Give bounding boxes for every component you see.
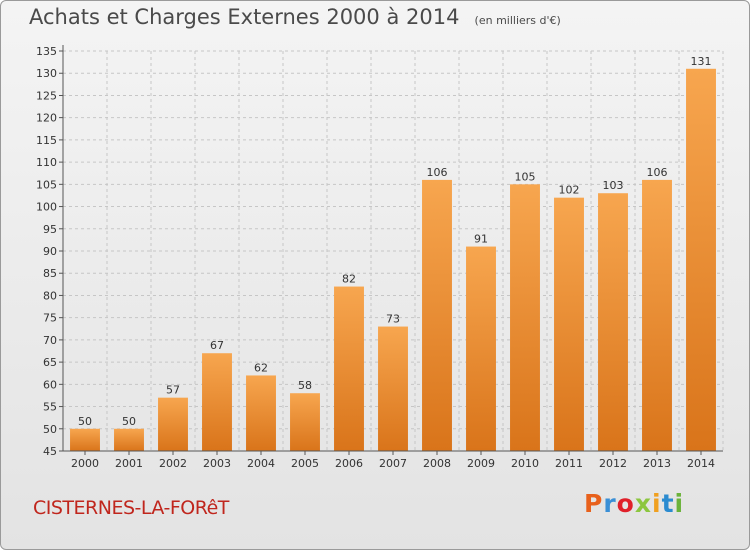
title-line: Achats et Charges Externes 2000 à 2014 (…: [29, 5, 561, 29]
chart-unit: (en milliers d'€): [474, 14, 561, 27]
logo-letter: o: [616, 489, 635, 518]
y-tick-label: 85: [43, 267, 57, 280]
axes: 45 50 55 60 65 70 75 80 85 90 95 100 105 110 115 120 125…: [36, 45, 723, 470]
commune-name: CISTERNES-LA-FORêT: [33, 497, 229, 519]
proxiti-logo: Proxiti: [584, 489, 684, 518]
chart-title: Achats et Charges Externes 2000 à 2014: [29, 5, 460, 29]
bar: [114, 428, 144, 451]
logo-letter: r: [603, 489, 617, 518]
bar-value-label: 105: [515, 170, 536, 183]
bar: [422, 179, 452, 451]
x-tick-label: 2000: [71, 457, 99, 470]
x-tick-label: 2014: [687, 457, 715, 470]
y-tick-label: 130: [36, 67, 57, 80]
y-tick-label: 115: [36, 134, 57, 147]
bar: [510, 184, 540, 452]
y-tick-label: 75: [43, 312, 57, 325]
bar: [598, 193, 628, 451]
y-tick-label: 50: [43, 423, 57, 436]
x-tick-label: 2003: [203, 457, 231, 470]
y-tick-label: 135: [36, 45, 57, 58]
y-tick-label: 60: [43, 378, 57, 391]
bar-value-label: 73: [386, 313, 400, 326]
x-tick-label: 2005: [291, 457, 319, 470]
logo-letter: P: [584, 489, 604, 518]
x-tick-label: 2006: [335, 457, 363, 470]
x-tick-label: 2013: [643, 457, 671, 470]
y-tick-label: 100: [36, 201, 57, 214]
bar: [158, 397, 188, 451]
bar-value-label: 91: [474, 233, 488, 246]
bar-value-label: 58: [298, 379, 312, 392]
bar: [686, 68, 716, 452]
bar: [290, 393, 320, 451]
y-tick-label: 110: [36, 156, 57, 169]
bars: 50 50 57 67 62 58 82 73 106 91 105 102 103 106 131: [70, 55, 716, 452]
bar: [466, 246, 496, 451]
x-tick-label: 2011: [555, 457, 583, 470]
bar-value-label: 131: [691, 55, 712, 68]
bar: [70, 428, 100, 451]
y-tick-label: 95: [43, 223, 57, 236]
y-tick-label: 125: [36, 89, 57, 102]
y-tick-label: 105: [36, 178, 57, 191]
bar-value-label: 67: [210, 339, 224, 352]
bar: [554, 197, 584, 451]
x-tick-label: 2008: [423, 457, 451, 470]
x-tick-label: 2001: [115, 457, 143, 470]
y-tick-label: 80: [43, 289, 57, 302]
bar: [202, 353, 232, 451]
x-tick-label: 2007: [379, 457, 407, 470]
bar-value-label: 50: [78, 415, 92, 428]
y-tick-label: 55: [43, 401, 57, 414]
bar-value-label: 106: [427, 166, 448, 179]
bar-value-label: 103: [603, 179, 624, 192]
x-tick-label: 2009: [467, 457, 495, 470]
x-tick-label: 2004: [247, 457, 275, 470]
y-tick-label: 90: [43, 245, 57, 258]
y-tick-label: 45: [43, 445, 57, 458]
y-tick-label: 65: [43, 356, 57, 369]
logo-letter: i: [652, 489, 662, 518]
logo-letter: t: [661, 489, 675, 518]
logo-letter: x: [634, 489, 652, 518]
bar-value-label: 102: [559, 184, 580, 197]
bar: [334, 286, 364, 451]
x-tick-label: 2010: [511, 457, 539, 470]
y-tick-label: 70: [43, 334, 57, 347]
bar-value-label: 106: [647, 166, 668, 179]
logo-letter: i: [674, 489, 685, 518]
x-tick-label: 2002: [159, 457, 187, 470]
bar-value-label: 62: [254, 361, 268, 374]
bar: [246, 375, 276, 451]
bar-value-label: 50: [122, 415, 136, 428]
y-tick-label: 120: [36, 112, 57, 125]
bar-value-label: 57: [166, 384, 180, 397]
bar-value-label: 82: [342, 273, 356, 286]
bar: [642, 179, 672, 451]
x-tick-label: 2012: [599, 457, 627, 470]
bar: [378, 326, 408, 451]
